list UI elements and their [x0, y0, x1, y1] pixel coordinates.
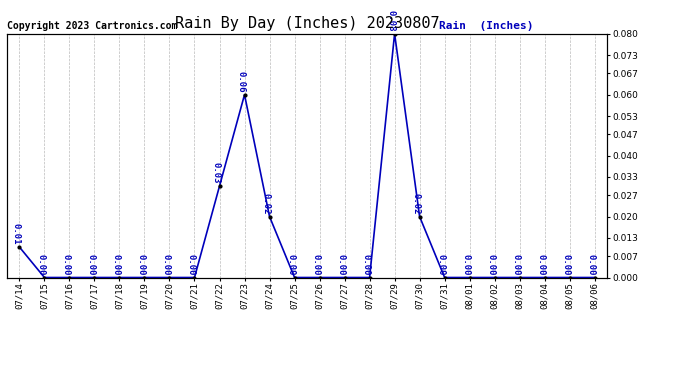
Text: 0.00: 0.00 — [362, 254, 371, 275]
Text: 0.00: 0.00 — [136, 254, 145, 275]
Text: 0.00: 0.00 — [336, 254, 345, 275]
Text: 0.08: 0.08 — [386, 10, 395, 32]
Text: Copyright 2023 Cartronics.com: Copyright 2023 Cartronics.com — [7, 21, 177, 32]
Text: 0.00: 0.00 — [286, 254, 295, 275]
Text: 0.00: 0.00 — [436, 254, 445, 275]
Text: 0.00: 0.00 — [486, 254, 495, 275]
Text: 0.00: 0.00 — [536, 254, 545, 275]
Text: 0.00: 0.00 — [311, 254, 320, 275]
Text: 0.02: 0.02 — [262, 193, 270, 214]
Text: 0.00: 0.00 — [86, 254, 95, 275]
Text: 0.02: 0.02 — [411, 193, 420, 214]
Text: 0.00: 0.00 — [186, 254, 195, 275]
Text: 0.00: 0.00 — [36, 254, 45, 275]
Text: 0.00: 0.00 — [511, 254, 520, 275]
Text: Rain  (Inches): Rain (Inches) — [439, 21, 533, 32]
Text: 0.00: 0.00 — [61, 254, 70, 275]
Text: 0.00: 0.00 — [562, 254, 571, 275]
Text: 0.01: 0.01 — [11, 223, 20, 245]
Text: 0.00: 0.00 — [111, 254, 120, 275]
Title: Rain By Day (Inches) 20230807: Rain By Day (Inches) 20230807 — [175, 16, 440, 31]
Text: 0.00: 0.00 — [586, 254, 595, 275]
Text: 0.03: 0.03 — [211, 162, 220, 184]
Text: 0.00: 0.00 — [462, 254, 471, 275]
Text: 0.06: 0.06 — [236, 71, 245, 92]
Text: 0.00: 0.00 — [161, 254, 170, 275]
